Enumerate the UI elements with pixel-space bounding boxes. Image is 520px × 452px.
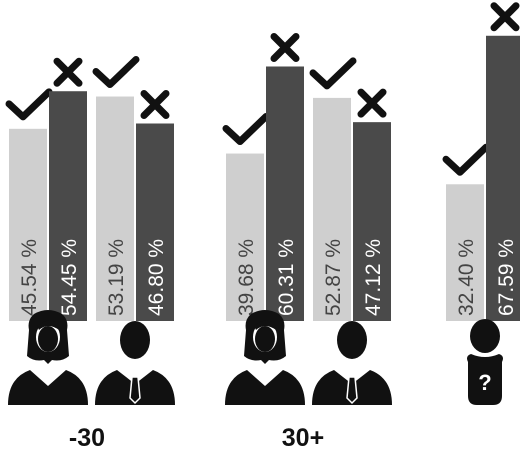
check-icon: [92, 56, 140, 89]
check-icon: [222, 113, 270, 146]
bar-rejected: [49, 91, 87, 321]
bar-accepted: [226, 153, 264, 321]
bar-accepted: [446, 184, 484, 321]
svg-text:?: ?: [478, 370, 491, 395]
bar-value-label: 32.40 %: [455, 239, 478, 316]
bar-value-label: 60.31 %: [275, 239, 298, 316]
bar-value-label: 45.54 %: [18, 239, 41, 316]
cross-icon: [357, 88, 387, 118]
cross-icon: [53, 57, 83, 87]
group-label: 30+: [282, 424, 324, 452]
woman-icon: [225, 310, 305, 405]
bar-value-label: 52.87 %: [322, 239, 345, 316]
bar-accepted: [313, 97, 351, 321]
bar-value-label: 54.45 %: [58, 239, 81, 316]
bar-value-label: 67.59 %: [495, 239, 518, 316]
man-icon: [312, 321, 392, 405]
check-icon: [5, 88, 53, 121]
bar-rejected: [353, 122, 391, 322]
bar-value-label: 53.19 %: [105, 239, 128, 316]
cross-icon: [270, 32, 300, 62]
bar-rejected: [486, 35, 520, 321]
bar-accepted: [96, 96, 134, 321]
bar-value-label: 39.68 %: [235, 239, 258, 316]
bar-rejected: [266, 66, 304, 322]
unknown-person-icon: ?: [467, 319, 503, 405]
bar-accepted: [9, 128, 47, 321]
man-icon: [95, 321, 175, 405]
bar-value-label: 46.80 %: [145, 239, 168, 316]
cross-icon: [140, 90, 170, 120]
woman-icon: [8, 310, 88, 405]
bar-value-label: 47.12 %: [362, 239, 385, 316]
cross-icon: [490, 2, 520, 32]
check-icon: [309, 57, 357, 90]
bar-rejected: [136, 123, 174, 321]
check-icon: [442, 143, 490, 176]
group-label: -30: [69, 424, 105, 452]
